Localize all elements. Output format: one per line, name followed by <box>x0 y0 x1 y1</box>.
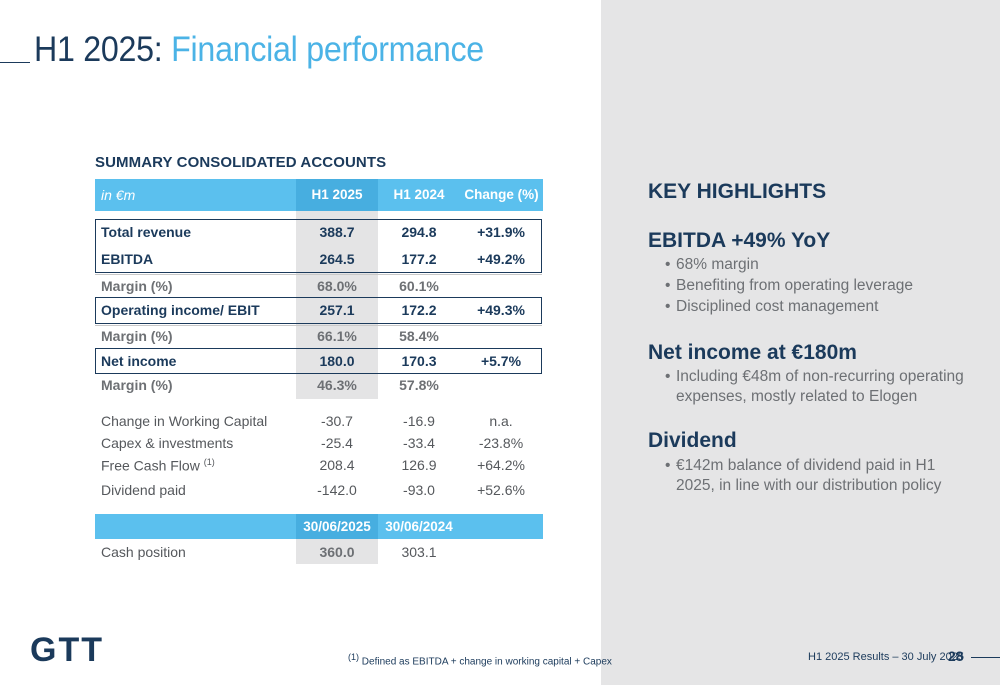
row-label-working-capital: Change in Working Capital <box>101 413 268 429</box>
key-highlights-title: KEY HIGHLIGHTS <box>648 180 827 203</box>
cell-value: 68.0% <box>317 278 357 294</box>
cell-value: 303.1 <box>401 544 437 560</box>
title-prefix: H1 2025: <box>34 30 163 69</box>
cell-value: -23.8% <box>478 435 524 451</box>
page-title: H1 2025: Financial performance <box>34 30 484 70</box>
cell-value: +31.9% <box>477 224 525 240</box>
highlight-bullet: • €142m balance of dividend paid in H1 20… <box>665 456 965 496</box>
cell-value: 360.0 <box>319 544 355 560</box>
cell-value: -33.4 <box>403 435 435 451</box>
col-date-2024: 30/06/2024 <box>385 519 453 534</box>
table-section-title: SUMMARY CONSOLIDATED ACCOUNTS <box>95 154 387 171</box>
cell-value: 294.8 <box>401 224 437 240</box>
col-h1-2025: H1 2025 <box>311 187 363 202</box>
presentation-info: H1 2025 Results – 30 July 2025 <box>808 651 964 663</box>
row-label-capex: Capex & investments <box>101 435 234 451</box>
row-label-net-income: Net income <box>101 353 177 369</box>
highlight-heading-ebitda: EBITDA +49% YoY <box>648 229 831 252</box>
ebit-box <box>95 297 542 324</box>
cell-value: -93.0 <box>403 482 435 498</box>
bullet-text: €142m balance of dividend paid in H1 202… <box>676 457 942 494</box>
title-accent: Financial performance <box>171 30 484 69</box>
row-label-ebit: Operating income/ EBIT <box>101 302 260 318</box>
cell-value: 172.2 <box>401 302 437 318</box>
bullet-text: Including €48m of non-recurring operatin… <box>676 368 964 405</box>
cell-value: 126.9 <box>401 457 437 473</box>
row-label-dividend-paid: Dividend paid <box>101 482 186 498</box>
net-income-box <box>95 348 542 374</box>
col-change: Change (%) <box>464 187 539 202</box>
col-h1-2024: H1 2024 <box>393 187 445 202</box>
cell-value: 170.3 <box>401 353 437 369</box>
highlight-heading-net-income: Net income at €180m <box>648 341 857 364</box>
table-header-highlight <box>296 179 378 211</box>
row-label-total-revenue: Total revenue <box>101 224 191 240</box>
highlight-bullet: • Disciplined cost management <box>665 297 965 317</box>
row-label-free-cash-flow: Free Cash Flow (1) <box>101 457 215 474</box>
cell-value: 57.8% <box>399 377 439 393</box>
cell-value: 257.1 <box>319 302 355 318</box>
bullet-text: 68% margin <box>676 256 759 273</box>
col-date-2025: 30/06/2025 <box>303 519 371 534</box>
page-rule <box>971 657 1000 658</box>
footnote-marker: (1) <box>203 457 215 467</box>
cell-value: +64.2% <box>477 457 525 473</box>
footnote: (1) Defined as EBITDA + change in workin… <box>348 652 612 667</box>
cell-value: +52.6% <box>477 482 525 498</box>
highlight-bullet: • Including €48m of non-recurring operati… <box>665 368 964 405</box>
cell-value: -16.9 <box>403 413 435 429</box>
page-number: 28 <box>948 648 964 664</box>
highlight-bullet: • 68% margin <box>665 255 965 275</box>
cell-value: +49.3% <box>477 302 525 318</box>
row-label-ebitda: EBITDA <box>101 251 154 267</box>
cell-value: -142.0 <box>317 482 357 498</box>
row-label-cash-position: Cash position <box>101 544 186 560</box>
cell-value: 58.4% <box>399 328 439 344</box>
cell-value: 46.3% <box>317 377 357 393</box>
gtt-logo: GTT <box>30 633 104 667</box>
current-year-column-bg <box>296 211 378 399</box>
row-label-margin: Margin (%) <box>101 377 173 393</box>
highlight-bullet: • Benefiting from operating leverage <box>665 276 965 296</box>
cash-header-highlight <box>296 514 378 539</box>
cell-value: +49.2% <box>477 251 525 267</box>
footnote-sup: (1) <box>348 652 359 662</box>
row-label-margin: Margin (%) <box>101 278 173 294</box>
row-label-margin: Margin (%) <box>101 328 173 344</box>
highlight-heading-dividend: Dividend <box>648 429 737 452</box>
cell-value: -25.4 <box>321 435 353 451</box>
unit-label: in €m <box>101 187 136 203</box>
row-separator <box>95 274 542 275</box>
cell-value: 66.1% <box>317 328 357 344</box>
logo-text: GTT <box>30 631 104 669</box>
cell-value: +5.7% <box>480 353 522 369</box>
cash-current-bg <box>296 539 378 564</box>
revenue-ebitda-box <box>95 219 542 273</box>
cell-value: n.a. <box>489 413 513 429</box>
bullet-text: Benefiting from operating leverage <box>676 277 913 294</box>
bullet-text: Disciplined cost management <box>676 298 879 315</box>
highlights-panel <box>601 0 1000 685</box>
cell-value: 60.1% <box>399 278 439 294</box>
cell-value: 177.2 <box>401 251 437 267</box>
title-rule <box>0 62 30 63</box>
cell-value: -30.7 <box>321 413 353 429</box>
fcf-label-text: Free Cash Flow <box>101 457 200 474</box>
cell-value: 180.0 <box>319 353 355 369</box>
cell-value: 208.4 <box>319 457 355 473</box>
footnote-text: Defined as EBITDA + change in working ca… <box>361 656 612 668</box>
row-separator <box>95 325 542 326</box>
cell-value: 388.7 <box>319 224 355 240</box>
cell-value: 264.5 <box>319 251 355 267</box>
